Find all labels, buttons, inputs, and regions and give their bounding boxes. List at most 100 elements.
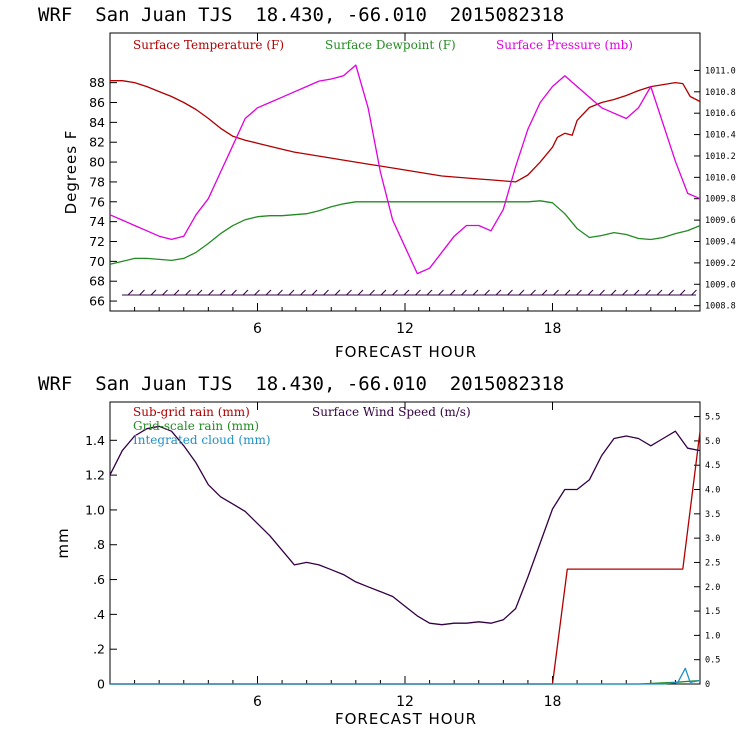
legend-pressure: Surface Pressure (mb) xyxy=(496,38,633,52)
y-tick-label: 88 xyxy=(89,75,105,90)
legend-temperature: Surface Temperature (F) xyxy=(133,38,284,52)
y-tick-label: .4 xyxy=(93,607,105,622)
wind-barb xyxy=(139,289,145,296)
x-axis-label: FORECAST HOUR xyxy=(335,343,477,361)
y2-tick-label: 1010.6 xyxy=(705,109,736,119)
y2-tick-label: 1010.4 xyxy=(705,131,736,141)
y2-tick-label: 1010.2 xyxy=(705,152,736,162)
wind-barb xyxy=(369,289,375,296)
x-axis-label: FORECAST HOUR xyxy=(335,710,477,728)
wind-barb xyxy=(150,289,157,296)
surface-dewpoint-line xyxy=(109,200,701,265)
x-tick-label: 6 xyxy=(253,694,262,710)
y2-tick-label: 5.5 xyxy=(705,413,720,423)
y-tick-label: 86 xyxy=(89,95,105,110)
wind-barb xyxy=(185,289,191,296)
wind-barb xyxy=(127,289,134,296)
y2-tick-label: 1010.8 xyxy=(705,88,736,98)
legend: Surface Temperature (F) Surface Dewpoint… xyxy=(133,38,633,52)
wind-barb xyxy=(610,289,617,296)
y2-tick-label: 0.5 xyxy=(705,656,720,666)
wind-barb xyxy=(691,289,697,296)
integrated-cloud-line xyxy=(110,667,701,685)
wind-barb xyxy=(415,289,421,296)
legend-gridscale-rain: Grid-scale rain (mm) xyxy=(133,419,259,433)
y-tick-label: 78 xyxy=(89,174,105,189)
wind-barb xyxy=(277,289,283,296)
y2-tick-label: 1.5 xyxy=(705,607,720,617)
wind-barb xyxy=(300,289,306,296)
y-tick-label: 72 xyxy=(89,234,105,249)
legend-integrated-cloud: Integrated cloud (mm) xyxy=(133,433,271,447)
y-tick-label: 74 xyxy=(89,214,105,229)
y-tick-label: .8 xyxy=(93,537,105,552)
wind-barb xyxy=(668,289,674,296)
wind-barbs xyxy=(122,289,697,296)
wind-barb xyxy=(461,289,467,296)
y-tick-label: 1.2 xyxy=(85,468,105,483)
wind-barb xyxy=(380,289,387,296)
wind-barb xyxy=(518,289,525,296)
wind-barb xyxy=(679,289,686,296)
wind-barb xyxy=(645,289,651,296)
y2-tick-label: 1009.8 xyxy=(705,195,736,205)
y2-tick-label: 4.0 xyxy=(705,486,720,496)
y2-tick-label: 3.0 xyxy=(705,534,720,544)
wind-barb xyxy=(656,289,663,296)
y-tick-label: 80 xyxy=(89,155,105,170)
y-axis-label: Degrees F xyxy=(62,130,80,215)
x-tick-label: 18 xyxy=(544,321,562,337)
surface-temperature-line xyxy=(110,80,701,183)
y2-tick-label: 1.0 xyxy=(705,631,720,641)
legend-dewpoint: Surface Dewpoint (F) xyxy=(325,38,456,52)
wind-barb xyxy=(449,289,456,296)
wind-barb xyxy=(426,289,433,296)
y2-tick-label: 2.5 xyxy=(705,558,720,568)
y2-tick-label: 1008.8 xyxy=(705,302,736,312)
wind-barb xyxy=(633,289,640,296)
wind-barb xyxy=(346,289,352,296)
legend-subgrid-rain: Sub-grid rain (mm) xyxy=(133,405,250,419)
wind-barb xyxy=(173,289,180,296)
wind-barb xyxy=(564,289,571,296)
y2-tick-label: 0 xyxy=(705,680,710,690)
y-tick-label: .2 xyxy=(93,642,105,657)
y-tick-label: 0 xyxy=(97,677,105,692)
y2-tick-label: 5.0 xyxy=(705,437,720,447)
plot-frame xyxy=(109,32,701,312)
chart-title: WRF San Juan TJS 18.430, -66.010 2015082… xyxy=(38,4,564,26)
wind-barb xyxy=(323,289,329,296)
axis-ticks: 66 68 70 72 74 76 78 80 82 84 86 88 1008.8 1009.0 1009… xyxy=(89,33,736,337)
series-lines xyxy=(109,64,701,275)
wind-barb xyxy=(576,289,582,296)
surface-wind-speed-line xyxy=(109,425,701,626)
axis-ticks: 0 .2 .4 .6 .8 1.0 1.2 1.4 0 0.5 1.0 1.5 2.0 2.5 3.0 3.5… xyxy=(85,402,720,710)
wind-barb xyxy=(242,289,249,296)
wind-barb xyxy=(265,289,272,296)
wind-barb xyxy=(162,289,168,296)
wind-barb xyxy=(219,289,226,296)
temperature-panel: WRF San Juan TJS 18.430, -66.010 2015082… xyxy=(38,4,736,361)
wind-barb xyxy=(208,289,214,296)
x-tick-label: 12 xyxy=(396,694,414,710)
wind-barb xyxy=(254,289,260,296)
y-tick-label: 1.4 xyxy=(85,433,105,448)
chart-title: WRF San Juan TJS 18.430, -66.010 2015082… xyxy=(38,373,564,395)
y2-tick-label: 1010.0 xyxy=(705,173,736,183)
legend: Sub-grid rain (mm) Surface Wind Speed (m… xyxy=(133,405,471,447)
y2-tick-label: 4.5 xyxy=(705,461,720,471)
y2-tick-label: 1009.2 xyxy=(705,259,736,269)
wind-barb xyxy=(334,289,341,296)
y2-tick-label: 1011.0 xyxy=(705,66,736,76)
y2-tick-label: 1009.6 xyxy=(705,216,736,226)
y-tick-label: 70 xyxy=(89,254,105,269)
wind-barb xyxy=(392,289,398,296)
wind-barb xyxy=(495,289,502,296)
y2-tick-label: 2.0 xyxy=(705,583,720,593)
wind-barb xyxy=(587,289,594,296)
y2-tick-label: 1009.4 xyxy=(705,238,736,248)
legend-wind-speed: Surface Wind Speed (m/s) xyxy=(312,405,471,419)
precipitation-panel: WRF San Juan TJS 18.430, -66.010 2015082… xyxy=(38,373,720,728)
y-axis-label: mm xyxy=(54,527,72,558)
